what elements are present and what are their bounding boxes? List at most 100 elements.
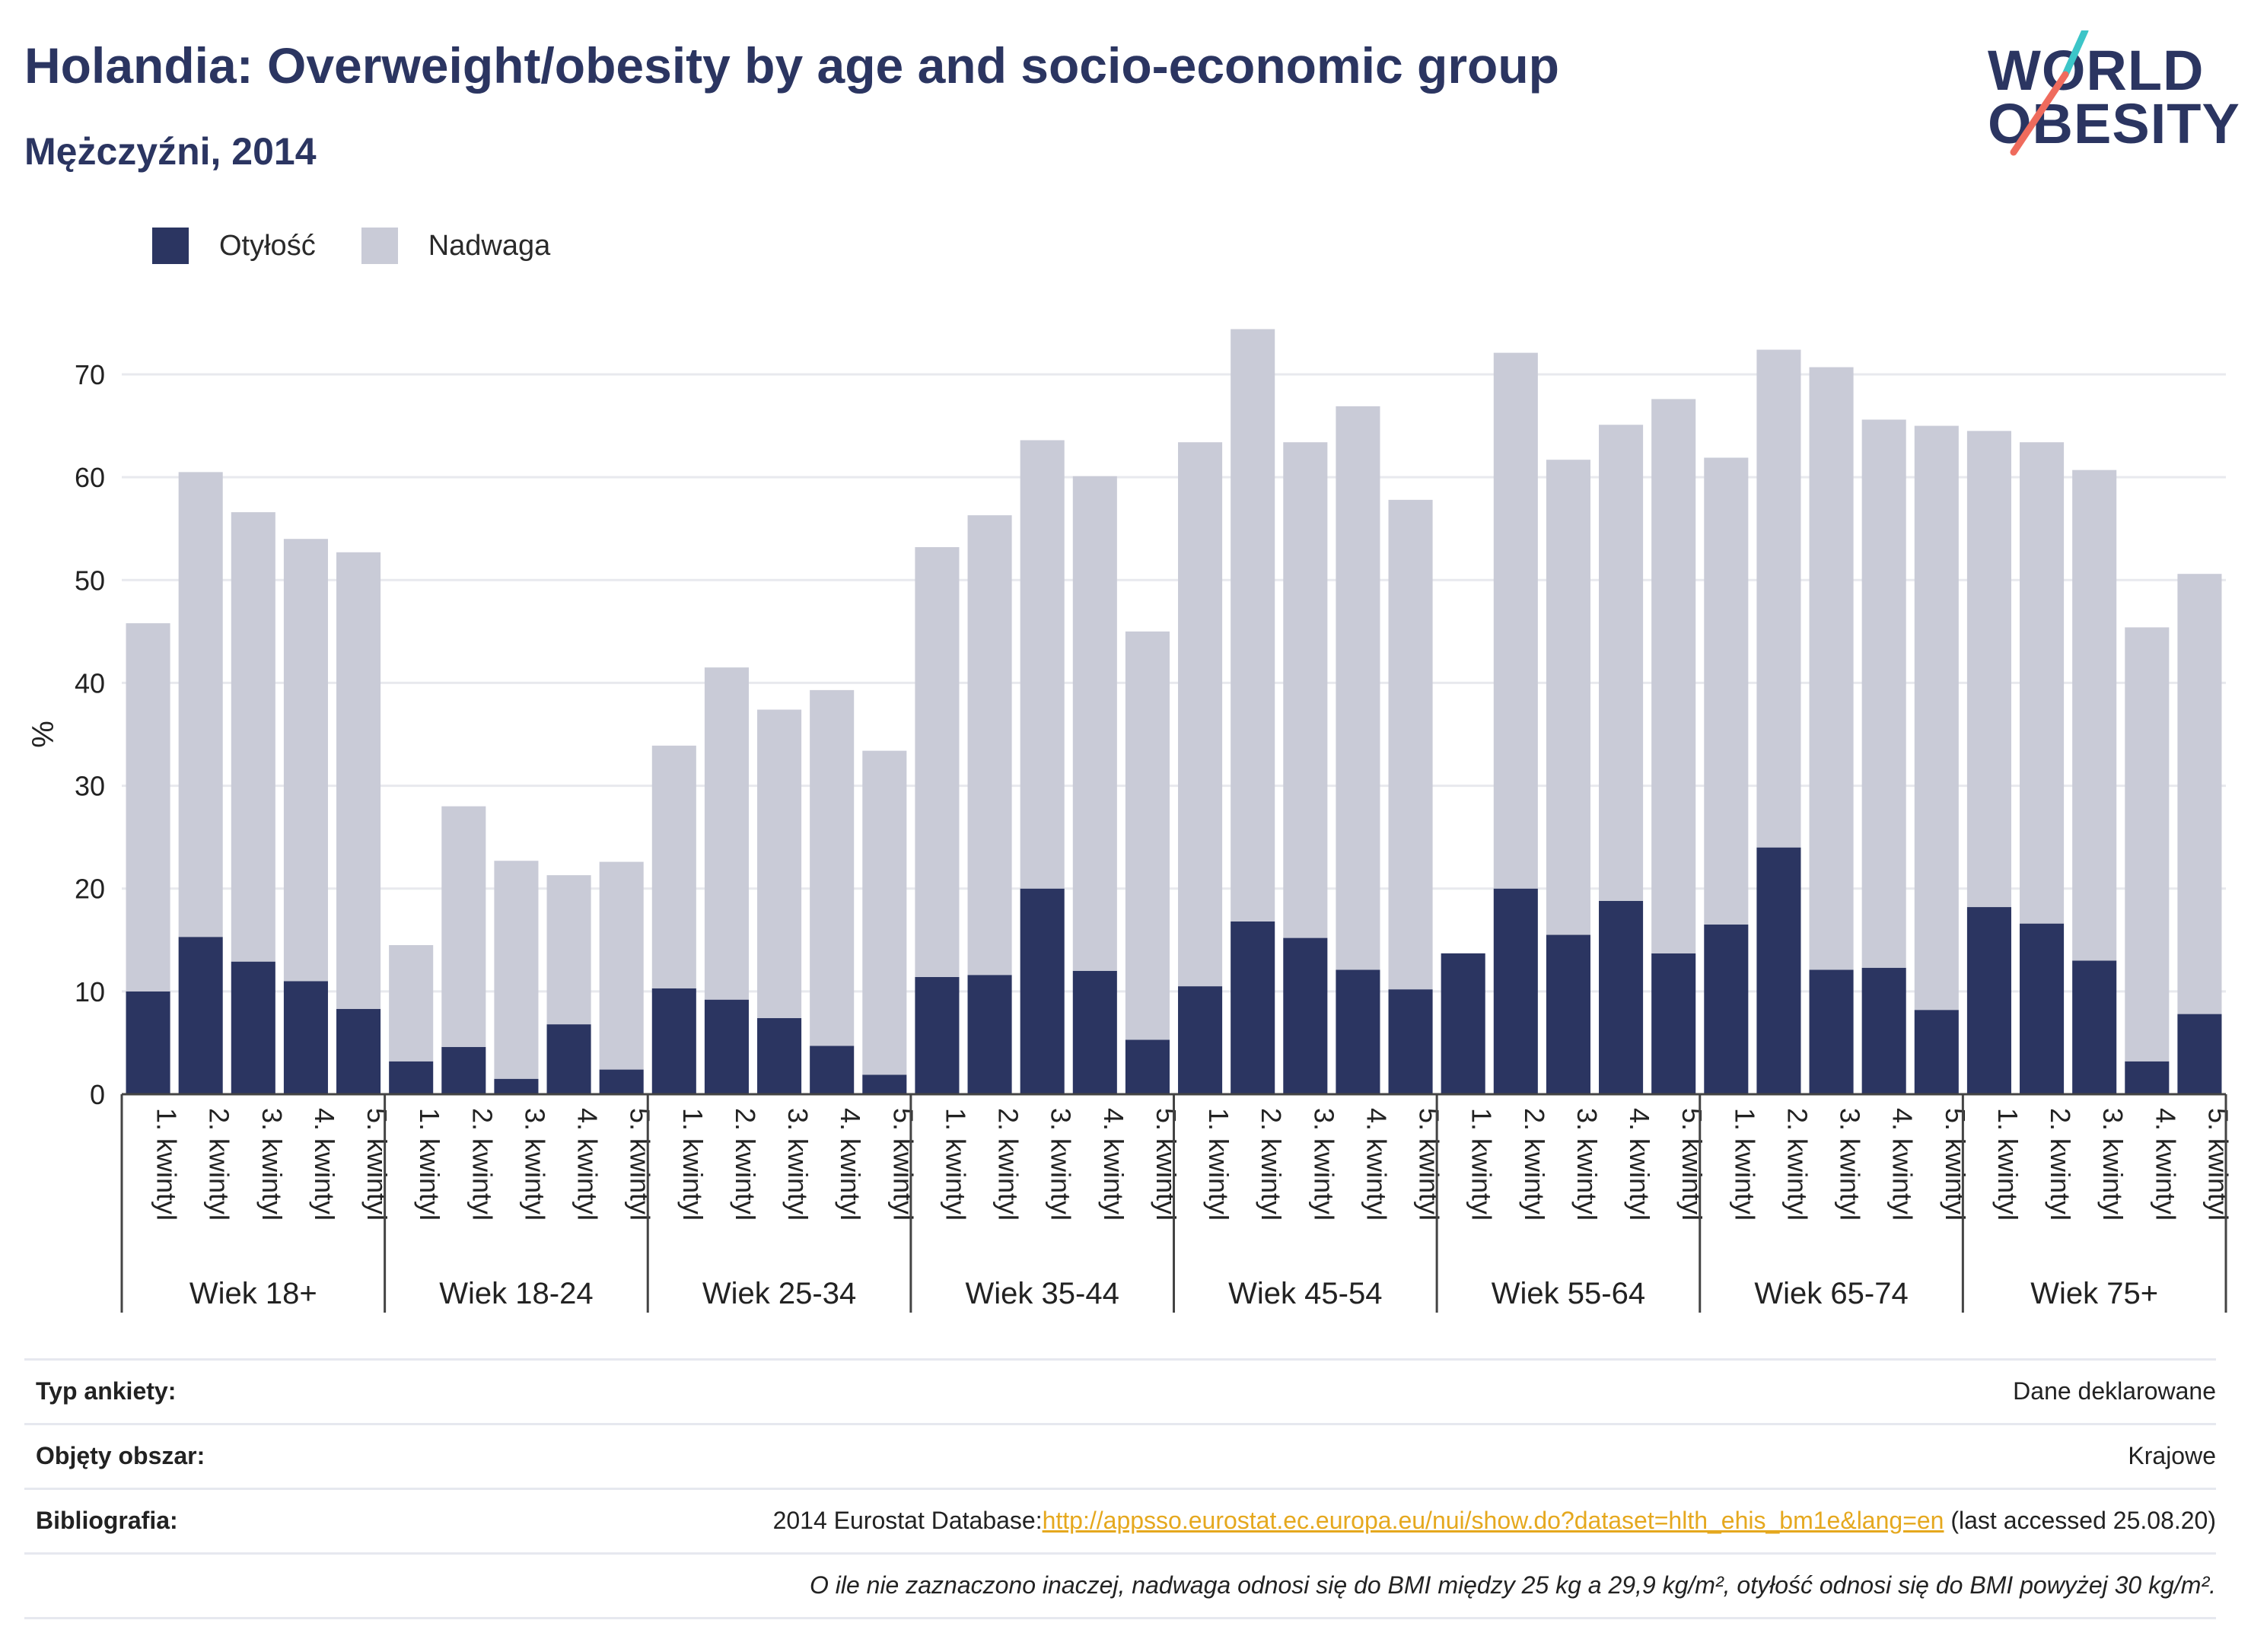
x-tick-label: 5. kwintyl [1940, 1108, 1971, 1221]
bar-overweight [494, 861, 539, 1079]
world-obesity-logo: WORLD OBESITY [1986, 30, 2240, 160]
bar-obesity [1178, 986, 1223, 1094]
bar-obesity [441, 1046, 486, 1094]
bar-obesity [651, 988, 696, 1094]
bar-overweight [2177, 574, 2222, 1014]
bar-overweight [1704, 457, 1749, 925]
bmi-definition-note: O ile nie zaznaczono inaczej, nadwaga od… [809, 1571, 2216, 1599]
y-axis-label: % [27, 721, 60, 748]
bar-overweight [1651, 399, 1696, 953]
x-tick-label: 4. kwintyl [1624, 1108, 1655, 1221]
bar-overweight [126, 623, 170, 992]
bar-overweight [967, 515, 1012, 976]
bar-overweight [1809, 367, 1854, 970]
bar-overweight [441, 806, 486, 1047]
bar-overweight [810, 689, 855, 1046]
x-tick-label: 3. kwintyl [782, 1108, 813, 1221]
bar-overweight [651, 745, 696, 988]
bar-obesity [599, 1069, 644, 1094]
bar-obesity [1861, 967, 1906, 1094]
coverage-value: Krajowe [2128, 1442, 2216, 1469]
bar-obesity [126, 991, 170, 1094]
bar-obesity [546, 1024, 591, 1094]
x-tick-label: 3. kwintyl [1835, 1108, 1866, 1221]
x-tick-label: 3. kwintyl [256, 1108, 288, 1221]
bar-overweight [599, 861, 644, 1070]
x-tick-label: 3. kwintyl [1571, 1108, 1603, 1221]
bar-overweight [178, 472, 223, 937]
bar-overweight [1756, 349, 1801, 848]
x-tick-label: 1. kwintyl [1729, 1108, 1760, 1221]
x-tick-label: 5. kwintyl [361, 1108, 393, 1221]
bar-overweight [546, 875, 591, 1025]
legend-swatch-obesity [152, 228, 189, 264]
bar-obesity [2072, 960, 2117, 1094]
bar-overweight [704, 667, 749, 1000]
bar-obesity [1231, 921, 1275, 1094]
bar-overweight [1599, 425, 1644, 901]
x-tick-label: 1. kwintyl [1203, 1108, 1234, 1221]
survey-type-label: Typ ankiety: [36, 1377, 177, 1405]
footer-survey-type-row: Typ ankiety: Dane deklarowane [24, 1358, 2216, 1423]
y-tick-label: 40 [75, 667, 105, 699]
bar-obesity [1125, 1039, 1170, 1094]
footer-coverage-row: Objęty obszar: Krajowe [24, 1423, 2216, 1488]
x-tick-label: 5. kwintyl [1151, 1108, 1182, 1221]
group-label: Wiek 25-34 [702, 1277, 856, 1310]
y-tick-label: 30 [75, 771, 105, 802]
bar-obesity [336, 1008, 381, 1094]
x-tick-label: 4. kwintyl [1887, 1108, 1918, 1221]
bar-obesity [1966, 907, 2011, 1094]
x-tick-label: 2. kwintyl [993, 1108, 1024, 1221]
bar-obesity [1072, 970, 1117, 1094]
bar-overweight [1283, 442, 1328, 938]
bar-overweight [1336, 406, 1380, 970]
bar-chart: 0 10 20 30 40 50 60 70% 1. kwintyl 2. kwintyl 3. k… [27, 329, 2233, 1313]
x-tick-label: 3. kwintyl [1308, 1108, 1339, 1221]
bar-obesity [1283, 937, 1328, 1094]
x-tick-label: 2. kwintyl [466, 1108, 498, 1221]
bar-obesity [1493, 888, 1538, 1094]
chart-title: Holandia: Overweight/obesity by age and … [24, 37, 1559, 94]
x-tick-label: 1. kwintyl [1992, 1108, 2023, 1221]
bar-overweight [1020, 440, 1065, 889]
group-label: Wiek 45-54 [1228, 1277, 1382, 1310]
bar-obesity [1756, 847, 1801, 1094]
chart-footer: Typ ankiety: Dane deklarowane Objęty obs… [24, 1358, 2216, 1619]
bar-overweight [283, 539, 328, 982]
bar-overweight [1125, 631, 1170, 1040]
bar-overweight [2072, 469, 2117, 961]
x-tick-label: 4. kwintyl [1098, 1108, 1129, 1221]
bar-obesity [1441, 953, 1485, 1094]
x-tick-label: 2. kwintyl [1781, 1108, 1813, 1221]
bar-overweight [1178, 442, 1223, 987]
x-tick-label: 5. kwintyl [1414, 1108, 1445, 1221]
logo-word-1: WORLD [1988, 39, 2205, 102]
bar-obesity [1651, 953, 1696, 1094]
bar-overweight [1388, 499, 1433, 990]
x-tick-label: 4. kwintyl [835, 1108, 866, 1221]
bar-overweight [1966, 431, 2011, 908]
bibliography-link[interactable]: http://appsso.eurostat.ec.europa.eu/nui/… [1042, 1507, 1944, 1534]
bar-obesity [2020, 923, 2065, 1094]
bar-obesity [757, 1017, 802, 1094]
legend-item-obesity[interactable]: Otyłość [152, 228, 316, 264]
bar-overweight [1231, 329, 1275, 921]
bar-overweight [862, 750, 907, 1075]
bar-obesity [2177, 1014, 2222, 1094]
bar-overweight [1914, 425, 1959, 1011]
footer-bibliography-row: Bibliografia: 2014 Eurostat Database:htt… [24, 1488, 2216, 1552]
bibliography-prefix: 2014 Eurostat Database: [772, 1507, 1043, 1534]
x-tick-label: 4. kwintyl [1361, 1108, 1392, 1221]
x-tick-label: 1. kwintyl [940, 1108, 971, 1221]
x-tick-label: 2. kwintyl [204, 1108, 235, 1221]
y-tick-label: 20 [75, 874, 105, 905]
bar-obesity [1336, 969, 1380, 1094]
y-tick-label: 50 [75, 565, 105, 596]
bar-obesity [178, 937, 223, 1094]
bar-overweight [2020, 442, 2065, 924]
legend-item-overweight[interactable]: Nadwaga [361, 228, 550, 264]
x-tick-label: 1. kwintyl [677, 1108, 708, 1221]
group-label: Wiek 65-74 [1754, 1277, 1908, 1310]
bar-obesity [283, 981, 328, 1094]
